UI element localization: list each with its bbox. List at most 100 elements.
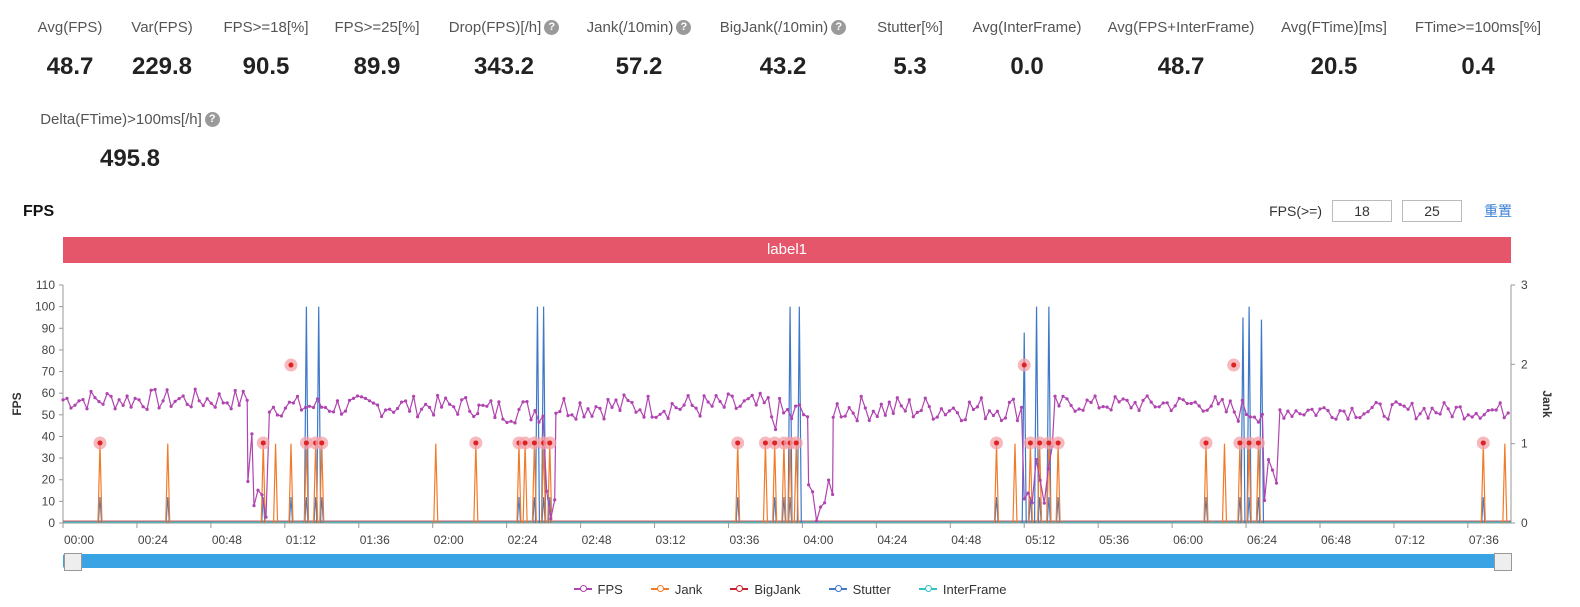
- fps-point: [1422, 406, 1426, 411]
- fps-point: [883, 413, 887, 417]
- event-marker: [1037, 440, 1043, 446]
- fps-point: [1342, 409, 1346, 413]
- event-marker: [1021, 362, 1027, 368]
- fps-point: [1398, 402, 1402, 407]
- event-marker: [288, 362, 294, 368]
- metric-2: FPS>=18[%] 90.5: [166, 19, 366, 81]
- fps-point: [963, 418, 968, 422]
- x-tick-label: 03:12: [656, 533, 686, 547]
- metric-value: 343.2: [473, 53, 535, 80]
- stutter-small-spike: [735, 497, 740, 524]
- fps-point: [1338, 409, 1342, 413]
- fps-point: [674, 406, 678, 410]
- fps-point: [1137, 408, 1141, 412]
- zoom-slider-track[interactable]: [63, 554, 1511, 568]
- fps-point: [770, 415, 774, 419]
- metric-value: 57.2: [615, 53, 663, 80]
- fps-point: [1506, 411, 1510, 415]
- chart-title: FPS: [23, 203, 55, 220]
- legend-item-jank[interactable]: Jank: [650, 582, 702, 597]
- fps-point: [363, 396, 368, 400]
- fps-point: [943, 413, 948, 417]
- x-tick-label: 00:24: [138, 533, 168, 547]
- legend-item-stutter[interactable]: Stutter: [828, 582, 891, 597]
- help-icon[interactable]: ?: [204, 112, 220, 127]
- fps-point: [161, 399, 165, 403]
- fps-point: [287, 400, 291, 404]
- fps-point: [738, 404, 742, 408]
- fps-point: [153, 387, 157, 392]
- fps-point: [1224, 410, 1228, 414]
- fps-point: [947, 409, 952, 413]
- event-marker: [735, 440, 741, 446]
- fps-point: [380, 414, 384, 419]
- fps-point: [606, 397, 610, 402]
- fps-point: [1209, 404, 1213, 408]
- fps-point: [979, 396, 984, 400]
- fps-threshold-low-input[interactable]: [1332, 200, 1392, 222]
- fps-point: [241, 389, 245, 393]
- fps-point: [1193, 400, 1197, 404]
- fps-point: [432, 413, 436, 417]
- fps-point: [1414, 417, 1418, 421]
- legend-item-fps[interactable]: FPS: [573, 582, 623, 597]
- fps-point: [201, 403, 205, 408]
- fps-point: [1470, 415, 1474, 419]
- fps-point: [1133, 400, 1137, 405]
- fps-point: [794, 404, 798, 408]
- metric-value: 495.8: [99, 145, 161, 172]
- fps-point: [1077, 407, 1081, 411]
- metric-label: Delta(FTime)>100ms[/h]?: [40, 111, 220, 128]
- stutter-spike: [1246, 306, 1252, 524]
- fps-point: [562, 397, 566, 401]
- fps-point: [97, 400, 101, 404]
- label-bar[interactable]: label1: [63, 237, 1511, 263]
- jank-spike: [772, 443, 778, 524]
- x-tick-label: 06:00: [1173, 533, 1203, 547]
- fps-point: [1266, 458, 1271, 462]
- fps-point: [141, 405, 145, 409]
- fps-point: [1306, 408, 1310, 412]
- jank-spike: [165, 443, 171, 524]
- fps-point: [1290, 414, 1294, 418]
- fps-point: [959, 419, 964, 423]
- fps-threshold-high-input[interactable]: [1402, 200, 1462, 222]
- fps-point: [843, 414, 847, 418]
- fps-point: [1370, 405, 1374, 410]
- metric-value: 229.8: [131, 53, 193, 80]
- help-icon[interactable]: ?: [831, 20, 847, 35]
- help-icon[interactable]: ?: [676, 20, 692, 35]
- legend-swatch: [573, 585, 592, 592]
- fps-point: [1302, 413, 1306, 417]
- jank-spike: [1012, 443, 1018, 524]
- jank-spike: [1027, 443, 1033, 524]
- jank-spike: [516, 443, 522, 524]
- reset-link[interactable]: 重置: [1484, 203, 1512, 219]
- fps-point: [428, 405, 432, 409]
- fps-point: [1498, 401, 1502, 405]
- fps-point: [1462, 417, 1466, 421]
- legend-item-interframe[interactable]: InterFrame: [918, 582, 1006, 597]
- event-marker: [319, 440, 325, 446]
- legend-item-bigjank[interactable]: BigJank: [730, 582, 801, 597]
- fps-point: [995, 409, 1000, 413]
- fps-point: [545, 489, 549, 493]
- y2-tick-label: 3: [1521, 278, 1528, 292]
- zoom-handle-right[interactable]: [1494, 553, 1512, 571]
- stutter-small-spike: [781, 497, 786, 524]
- help-icon[interactable]: ?: [544, 20, 560, 35]
- fps-point: [1141, 398, 1145, 402]
- fps-point: [299, 408, 304, 412]
- fps-point: [1366, 410, 1370, 414]
- jank-spike: [97, 443, 103, 524]
- jank-spike: [1221, 443, 1228, 524]
- metric-value: 48.7: [1157, 53, 1205, 80]
- fps-point: [802, 413, 806, 417]
- fps-point: [1011, 397, 1016, 401]
- stutter-small-spike: [1256, 497, 1261, 524]
- fps-point: [1034, 458, 1038, 462]
- fps-point: [275, 413, 279, 417]
- fps-point: [915, 410, 919, 414]
- metric-9: Avg(FPS+InterFrame) 48.7: [1081, 19, 1281, 81]
- zoom-handle-left[interactable]: [64, 553, 82, 571]
